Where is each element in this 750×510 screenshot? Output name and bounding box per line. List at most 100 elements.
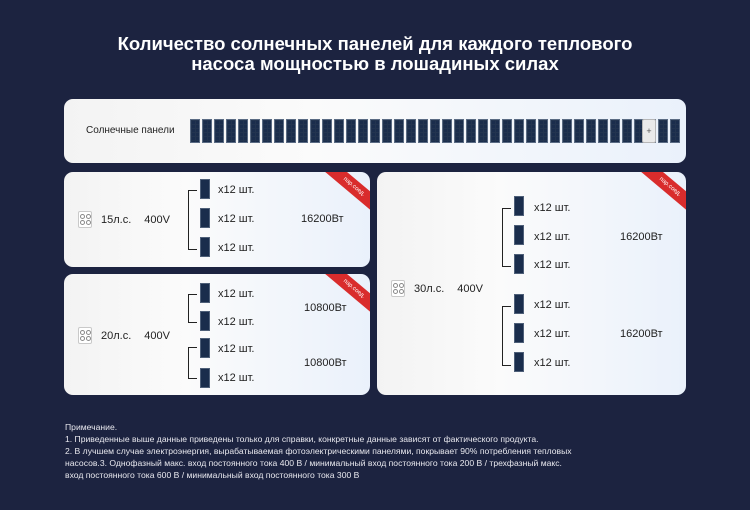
wiring-bracket (188, 190, 197, 250)
solar-panel-cell (490, 119, 500, 143)
solar-panel-cell (298, 119, 308, 143)
solar-panel-icon (514, 352, 524, 372)
solar-panel-cell (214, 119, 224, 143)
power-output: 10800Вт (304, 357, 347, 369)
panel-quantity: x12 шт. (534, 328, 571, 340)
solar-panel-cell (334, 119, 344, 143)
solar-panel-icon (514, 254, 524, 274)
solar-panel-cell (610, 119, 620, 143)
panel-quantity: x12 шт. (218, 242, 255, 254)
solar-panel-cell (370, 119, 380, 143)
heat-pump-30hp-card: пар.соед. 30л.с. 400V x12 шт. x12 шт. x1… (377, 172, 686, 395)
panel-quantity: x12 шт. (534, 231, 571, 243)
panel-quantity: x12 шт. (218, 288, 255, 300)
solar-panel-cell (586, 119, 596, 143)
solar-panel-icon (200, 283, 210, 303)
solar-panel-icon (514, 294, 524, 314)
panel-quantity: x12 шт. (534, 299, 571, 311)
heat-pump-unit: 20л.с. 400V (78, 327, 170, 344)
solar-panel-cell (478, 119, 488, 143)
panel-quantity: x12 шт. (218, 184, 255, 196)
panel-quantity: x12 шт. (218, 213, 255, 225)
solar-panel-cell (526, 119, 536, 143)
solar-panel-icon (200, 179, 210, 199)
power-output: 10800Вт (304, 302, 347, 314)
solar-panels-card: Солнечные панели + (64, 99, 686, 163)
unit-horsepower: 15л.с. (101, 213, 132, 226)
wiring-bracket (188, 294, 197, 323)
solar-panel-cell (538, 119, 548, 143)
heat-pump-15hp-card: пар.соед. 15л.с. 400V x12 шт. x12 шт. x1… (64, 172, 370, 267)
panel-quantity: x12 шт. (534, 357, 571, 369)
solar-panel-cell (670, 119, 680, 143)
solar-panel-cell (430, 119, 440, 143)
heat-pump-20hp-card: пар.соед. 20л.с. 400V x12 шт. x12 шт. x1… (64, 274, 370, 395)
heat-pump-unit: 15л.с. 400V (78, 211, 170, 228)
solar-panel-icon (200, 311, 210, 331)
unit-horsepower: 20л.с. (101, 329, 132, 342)
solar-panel-cell (598, 119, 608, 143)
solar-panel-cell (250, 119, 260, 143)
solar-panel-cell (622, 119, 632, 143)
heat-pump-icon (78, 211, 92, 228)
unit-voltage: 400V (144, 213, 170, 226)
unit-voltage: 400V (144, 329, 170, 342)
solar-panel-cell (562, 119, 572, 143)
solar-panel-cell (286, 119, 296, 143)
solar-panel-icon (514, 323, 524, 343)
solar-panel-cell (202, 119, 212, 143)
heat-pump-icon (391, 280, 405, 297)
solar-panel-cell (274, 119, 284, 143)
solar-panel-cell (310, 119, 320, 143)
panel-quantity: x12 шт. (534, 259, 571, 271)
solar-panel-icon (200, 208, 210, 228)
wiring-bracket (502, 208, 511, 267)
notes-section: Примечание. 1. Приведенные выше данные п… (65, 421, 690, 481)
solar-panel-cell (466, 119, 476, 143)
parallel-connection-ribbon: пар.соед. (634, 172, 686, 219)
solar-panel-cell (238, 119, 248, 143)
title-line-2: насоса мощностью в лошадиных силах (191, 53, 559, 74)
solar-panel-icon (514, 196, 524, 216)
solar-panel-strip (190, 119, 680, 143)
solar-panel-cell (382, 119, 392, 143)
solar-panel-icon (200, 338, 210, 358)
unit-voltage: 400V (457, 282, 483, 295)
notes-line: 2. В лучшем случае электроэнергия, выраб… (65, 446, 572, 456)
panel-quantity: x12 шт. (218, 316, 255, 328)
wiring-bracket (188, 347, 197, 379)
heat-pump-unit: 30л.с. 400V (391, 280, 483, 297)
solar-panel-cell (574, 119, 584, 143)
solar-panel-cell (358, 119, 368, 143)
notes-line: 1. Приведенные выше данные приведены тол… (65, 434, 539, 444)
solar-panel-cell (262, 119, 272, 143)
panel-quantity: x12 шт. (534, 202, 571, 214)
solar-panel-cell (322, 119, 332, 143)
plus-icon: + (642, 119, 656, 143)
power-output: 16200Вт (301, 213, 344, 225)
solar-panel-cell (346, 119, 356, 143)
solar-panel-cell (394, 119, 404, 143)
parallel-connection-ribbon: пар.соед. (318, 172, 370, 219)
power-output: 16200Вт (620, 328, 663, 340)
unit-horsepower: 30л.с. (414, 282, 445, 295)
solar-panel-cell (658, 119, 668, 143)
solar-panel-cell (454, 119, 464, 143)
notes-heading: Примечание. (65, 422, 118, 432)
panel-quantity: x12 шт. (218, 372, 255, 384)
solar-panel-cell (514, 119, 524, 143)
solar-panel-cell (550, 119, 560, 143)
solar-panel-icon (200, 368, 210, 388)
solar-panel-cell (190, 119, 200, 143)
solar-panel-icon (200, 237, 210, 257)
notes-line: насосов.3. Однофазный макс. вход постоян… (65, 458, 562, 468)
heat-pump-icon (78, 327, 92, 344)
panel-quantity: x12 шт. (218, 343, 255, 355)
wiring-bracket (502, 306, 511, 366)
solar-panel-cell (502, 119, 512, 143)
solar-panel-cell (226, 119, 236, 143)
solar-panel-icon (514, 225, 524, 245)
solar-panel-cell (442, 119, 452, 143)
page-title: Количество солнечных панелей для каждого… (0, 34, 750, 74)
title-line-1: Количество солнечных панелей для каждого… (117, 33, 633, 54)
